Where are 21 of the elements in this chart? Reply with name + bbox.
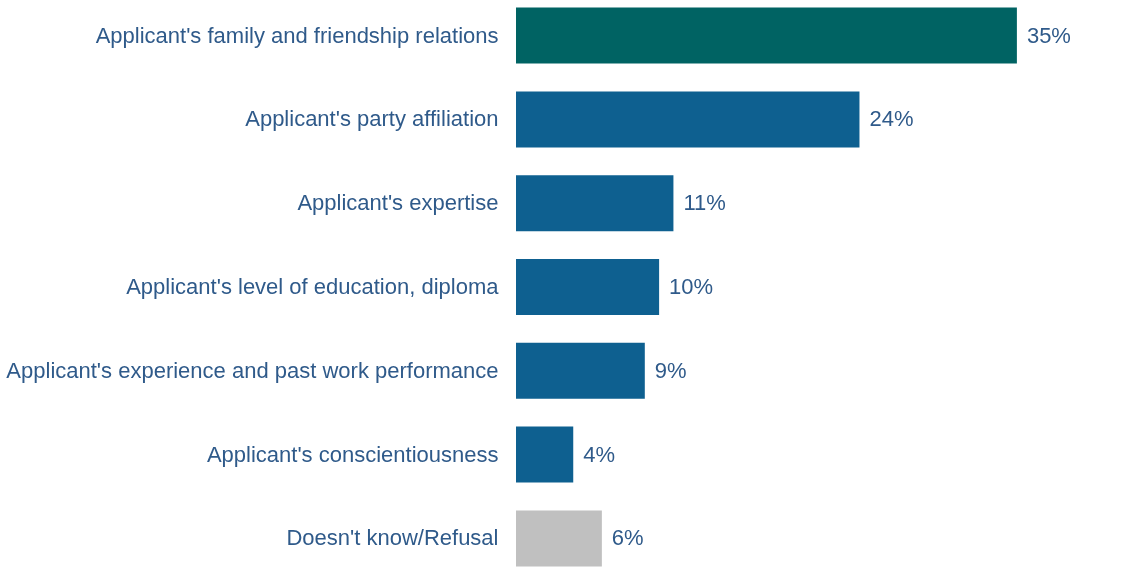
- y-tick-label: Applicant's expertise: [297, 190, 499, 216]
- y-tick-label: Applicant's party affiliation: [245, 106, 499, 132]
- data-label: 6%: [611, 525, 644, 551]
- bar: [516, 342, 645, 399]
- y-tick-label: Applicant's conscientiousness: [206, 441, 499, 467]
- bar: [516, 91, 860, 148]
- data-label: 35%: [1026, 22, 1071, 48]
- bar: [516, 510, 602, 567]
- data-label: 10%: [669, 274, 714, 299]
- y-tick-label: Applicant's family and friendship relations: [95, 22, 499, 48]
- data-label: 4%: [583, 441, 616, 467]
- y-tick-label: Doesn't know/Refusal: [286, 525, 499, 551]
- bar: [516, 259, 660, 315]
- y-tick-label: Applicant's level of education, diploma: [126, 274, 500, 299]
- bar: [516, 7, 1017, 64]
- data-label: 9%: [654, 357, 687, 383]
- y-tick-label: Applicant's experience and past work performance: [6, 357, 499, 383]
- bar: [516, 175, 674, 232]
- data-label: 24%: [869, 106, 914, 132]
- bar: [516, 426, 574, 483]
- data-label: 11%: [683, 190, 726, 216]
